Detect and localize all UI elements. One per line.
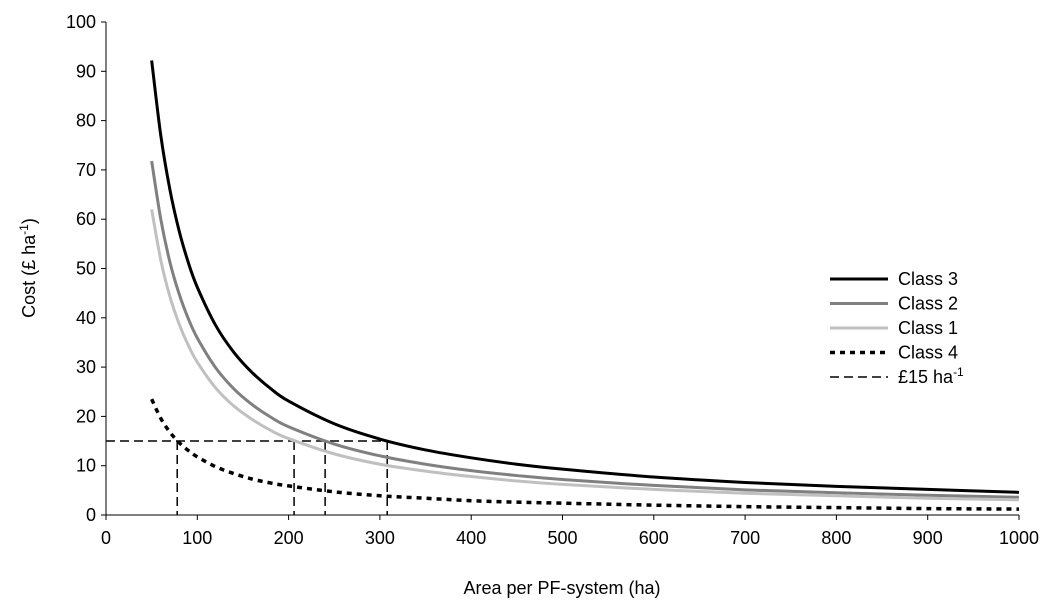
- y-tick-label: 50: [76, 259, 96, 279]
- series-line-class-3: [150, 60, 1020, 494]
- legend-label: Class 1: [898, 318, 958, 338]
- x-tick-label: 800: [821, 528, 851, 548]
- y-axis-title-sup: -1: [17, 224, 31, 235]
- series-line-class-2: [150, 160, 1020, 499]
- threshold-lines: [106, 440, 388, 515]
- x-tick-label: 100: [182, 528, 212, 548]
- y-tick-label: 30: [76, 357, 96, 377]
- x-tick-label: 500: [547, 528, 577, 548]
- y-tick-label: 0: [86, 505, 96, 525]
- legend-label: Class 4: [898, 343, 958, 363]
- y-tick-label: 60: [76, 209, 96, 229]
- legend-label: Class 2: [898, 294, 958, 314]
- x-tick-label: 300: [365, 528, 395, 548]
- y-tick-label: 100: [66, 12, 96, 32]
- y-axis-ticks: 0 10 20 30 40 50 60 70 80 90 100: [66, 12, 106, 525]
- legend-label: Class 3: [898, 269, 958, 289]
- x-tick-label: 700: [730, 528, 760, 548]
- y-tick-label: 20: [76, 406, 96, 426]
- y-tick-label: 80: [76, 111, 96, 131]
- series-lines: [150, 60, 1020, 511]
- y-tick-label: 90: [76, 61, 96, 81]
- x-axis-ticks: 0 100 200 300 400 500 600 700 800 900 1000: [101, 515, 1039, 548]
- x-tick-label: 600: [639, 528, 669, 548]
- legend-label: £15 ha-1: [898, 365, 964, 387]
- legend: Class 3 Class 2 Class 1 Class 4£15 ha-1: [830, 269, 964, 387]
- y-axis-title-main: Cost (£ ha: [19, 234, 39, 318]
- y-tick-label: 70: [76, 160, 96, 180]
- x-tick-label: 0: [101, 528, 111, 548]
- y-axis-title: Cost (£ ha-1): [17, 218, 39, 318]
- x-tick-label: 400: [456, 528, 486, 548]
- x-tick-label: 200: [274, 528, 304, 548]
- x-tick-label: 900: [913, 528, 943, 548]
- series-line-class-4: [150, 398, 1020, 511]
- x-axis-title: Area per PF-system (ha): [463, 578, 660, 598]
- y-axis-title-end: ): [19, 218, 39, 224]
- y-tick-label: 10: [76, 456, 96, 476]
- y-tick-label: 40: [76, 308, 96, 328]
- series-line-class-1: [150, 209, 1020, 502]
- x-tick-label: 1000: [999, 528, 1039, 548]
